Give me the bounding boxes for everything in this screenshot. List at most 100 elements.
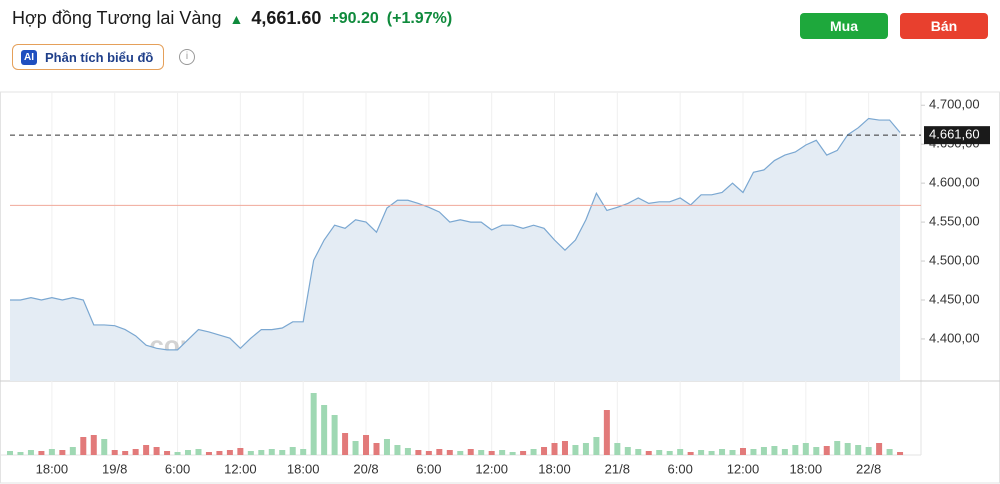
volume-bar (38, 451, 45, 455)
volume-bar (656, 450, 663, 455)
change-pct: (+1.97%) (386, 9, 453, 27)
x-tick-label: 19/8 (102, 461, 127, 476)
volume-bar (436, 449, 443, 455)
volume-bar (279, 450, 286, 455)
volume-bar (143, 445, 150, 455)
volume-bar (719, 449, 726, 455)
volume-bar (90, 435, 97, 455)
volume-bar (802, 443, 809, 455)
volume-bar (499, 450, 506, 455)
volume-bar (289, 447, 296, 455)
volume-bar (425, 451, 432, 455)
volume-bar (865, 447, 872, 455)
x-tick-label: 18:00 (287, 461, 320, 476)
volume-bar (478, 450, 485, 455)
sell-button[interactable]: Bán (900, 13, 988, 39)
volume-bar (59, 450, 66, 455)
volume-bar (164, 451, 171, 455)
x-tick-label: 12:00 (475, 461, 508, 476)
volume-bar (216, 451, 223, 455)
x-tick-label: 12:00 (224, 461, 257, 476)
volume-bar (226, 450, 233, 455)
x-tick-label: 18:00 (538, 461, 571, 476)
volume-bar (603, 410, 610, 455)
volume-bar (739, 448, 746, 455)
info-icon[interactable]: i (179, 49, 195, 65)
volume-bar (561, 441, 568, 455)
volume-bar (467, 449, 474, 455)
volume-bar (111, 450, 118, 455)
volume-bar (876, 443, 883, 455)
volume-bar (750, 449, 757, 455)
y-tick-label: 4.700,00 (929, 97, 980, 112)
volume-bar (27, 450, 34, 455)
volume-bar (855, 445, 862, 455)
area (10, 118, 901, 382)
volume-bar (69, 447, 76, 455)
volume-bar (48, 449, 55, 455)
volume-bar (823, 446, 830, 455)
volume-bar (352, 441, 359, 455)
volume-bar (635, 449, 642, 455)
volume-bar (687, 452, 694, 455)
volume-bar (834, 441, 841, 455)
volume-bar (509, 452, 516, 455)
title: Hợp đồng Tương lai Vàng (12, 8, 222, 28)
volume-bar (300, 449, 307, 455)
volume-bar (593, 437, 600, 455)
volume-bar (122, 451, 129, 455)
volume-bar (446, 450, 453, 455)
volume-bar (520, 451, 527, 455)
x-tick-label: 21/8 (605, 461, 630, 476)
volume-bar (80, 437, 87, 455)
last-price-tag (924, 126, 990, 145)
volume-bar (645, 451, 652, 455)
volume-bar (771, 446, 778, 455)
volume-bar (132, 449, 139, 455)
volume-bar (488, 451, 495, 455)
volume-bar (195, 449, 202, 455)
volume-bar (792, 445, 799, 455)
volume-bar (572, 445, 579, 455)
volume-bar (383, 439, 390, 455)
x-tick-label: 18:00 (36, 461, 69, 476)
volume-bar (897, 452, 904, 455)
volume-bar (342, 433, 349, 455)
x-tick-label: 6:00 (165, 461, 190, 476)
volume-bar (624, 447, 631, 455)
y-tick-label: 4.550,00 (929, 214, 980, 229)
last-price-label: 4.661,60 (929, 127, 980, 142)
y-tick-label: 4.450,00 (929, 291, 980, 306)
volume-bar (760, 447, 767, 455)
volume-bar (457, 451, 464, 455)
ai-analysis-button[interactable]: AI Phân tích biểu đồ (12, 44, 165, 70)
change: +90.20 (329, 9, 379, 27)
volume-bar (174, 452, 181, 455)
volume-bar (101, 439, 108, 455)
up-arrow: ▲ (229, 10, 244, 27)
volume-bar (844, 443, 851, 455)
volume-bar (247, 451, 254, 455)
volume-bar (394, 445, 401, 455)
volume-bar (886, 449, 893, 455)
y-tick-label: 4.600,00 (929, 175, 980, 190)
x-tick-label: 12:00 (727, 461, 760, 476)
x-tick-label: 6:00 (668, 461, 693, 476)
buy-button[interactable]: Mua (800, 13, 888, 39)
volume-bar (698, 450, 705, 455)
volume-bar (404, 448, 411, 455)
volume-bar (363, 435, 370, 455)
price: 4,661.60 (251, 8, 322, 28)
y-tick-label: 4.400,00 (929, 330, 980, 345)
volume-bar (310, 393, 317, 455)
volume-bar (666, 451, 673, 455)
volume-bar (541, 447, 548, 455)
volume-bar (729, 450, 736, 455)
volume-bar (415, 450, 422, 455)
header: Hợp đồng Tương lai Vàng ▲ 4,661.60 +90.2… (12, 8, 452, 29)
volume-bar (258, 450, 265, 455)
volume-bar (17, 452, 24, 455)
price-line (10, 117, 901, 351)
